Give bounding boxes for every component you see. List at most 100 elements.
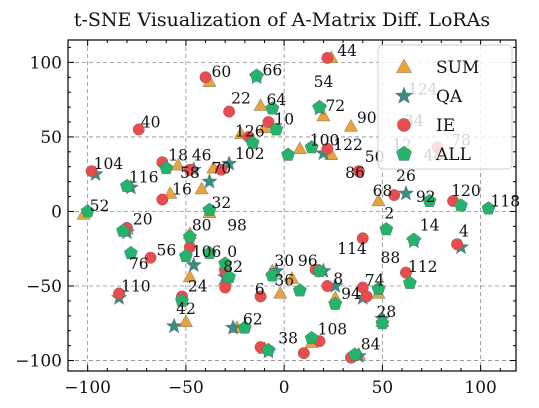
- point-label: 38: [278, 330, 298, 348]
- point-all: [269, 122, 284, 136]
- point-label: 14: [420, 216, 440, 234]
- point-label: 32: [211, 194, 231, 212]
- point-all: [454, 198, 468, 212]
- point-label: 102: [235, 145, 265, 163]
- point-all: [249, 68, 264, 82]
- point-ie: [356, 232, 369, 245]
- point-all: [120, 178, 134, 192]
- point-all: [292, 283, 307, 297]
- point-label: 68: [373, 182, 393, 200]
- point-label: 90: [357, 109, 377, 127]
- point-label: 8: [333, 270, 343, 288]
- point-sum: [292, 141, 307, 154]
- legend-label-qa: QA: [436, 87, 463, 107]
- point-sum: [343, 119, 358, 132]
- point-label: 80: [192, 216, 212, 234]
- point-all: [406, 232, 421, 246]
- point-label: 2: [384, 204, 394, 222]
- point-all: [265, 268, 280, 282]
- point-label: 24: [188, 277, 208, 295]
- point-label: 40: [141, 113, 161, 131]
- point-sum: [273, 286, 288, 299]
- point-ie: [156, 193, 169, 206]
- point-label: 72: [325, 97, 345, 115]
- point-label: 42: [176, 300, 196, 318]
- y-tick-label: −100: [15, 352, 62, 372]
- point-label: 26: [396, 167, 416, 185]
- point-label: 54: [314, 73, 334, 91]
- point-sum: [163, 186, 178, 199]
- y-tick-label: 100: [30, 53, 62, 73]
- point-sum: [316, 108, 331, 122]
- point-all: [422, 193, 437, 207]
- legend-label-ie: IE: [436, 116, 455, 136]
- legend-marker-ie: [397, 118, 411, 132]
- point-label: 18: [168, 146, 188, 164]
- point-all: [123, 245, 138, 260]
- point-sum: [171, 157, 186, 171]
- point-all: [371, 281, 386, 295]
- point-label: 58: [180, 164, 200, 182]
- point-label: 112: [408, 258, 438, 276]
- point-label: 28: [377, 303, 397, 321]
- point-ie: [132, 123, 145, 136]
- point-label: 98: [227, 216, 247, 234]
- point-ie: [321, 142, 334, 155]
- point-ie: [352, 165, 365, 178]
- point-label: 84: [361, 336, 381, 354]
- point-label: 64: [266, 91, 286, 109]
- point-sum: [178, 314, 193, 327]
- plot-frame: [67, 39, 517, 372]
- point-label: 20: [133, 210, 153, 228]
- point-ie: [144, 251, 157, 264]
- point-sum: [253, 98, 268, 111]
- point-label: 6: [255, 280, 265, 298]
- point-labels: 4460665412422647290344010126100122127818…: [90, 42, 520, 354]
- point-label: 118: [490, 192, 520, 210]
- x-tick-label: 50: [372, 378, 394, 398]
- point-sum: [371, 193, 386, 207]
- point-ie: [321, 51, 334, 64]
- point-label: 0: [227, 243, 237, 261]
- point-label: 16: [172, 181, 192, 199]
- point-label: 76: [129, 255, 149, 273]
- point-label: 92: [416, 188, 436, 206]
- point-label: 110: [121, 277, 151, 295]
- legend-marker-sum: [396, 58, 412, 73]
- point-ie: [451, 238, 463, 251]
- legend-box: [377, 44, 513, 170]
- point-ie: [199, 71, 212, 84]
- point-label: 114: [337, 240, 367, 258]
- point-ie: [388, 189, 401, 202]
- point-sum: [285, 271, 299, 284]
- point-label: 52: [90, 197, 110, 215]
- point-label: 46: [192, 146, 212, 164]
- point-label: 88: [380, 249, 400, 267]
- point-qa: [201, 173, 218, 189]
- point-all: [304, 330, 319, 345]
- point-ie: [183, 163, 196, 176]
- x-tick-label: −50: [168, 378, 204, 398]
- point-label: 94: [341, 285, 361, 303]
- point-label: 86: [345, 164, 365, 182]
- point-qa: [165, 317, 183, 334]
- point-all: [202, 245, 217, 260]
- point-all: [175, 293, 189, 307]
- x-tick-label: −100: [64, 378, 111, 398]
- point-all: [159, 160, 174, 175]
- legend: SUM QA IE ALL: [377, 44, 513, 170]
- point-ie: [254, 290, 267, 303]
- point-all: [304, 140, 319, 154]
- point-all: [80, 204, 95, 218]
- chart-title: t-SNE Visualization of A-Matrix Diff. Lo…: [74, 9, 490, 31]
- point-all: [261, 342, 276, 356]
- point-label: 36: [274, 272, 294, 290]
- point-sum: [182, 269, 197, 283]
- point-label: 30: [274, 252, 294, 270]
- legend-marker-qa: [394, 86, 414, 104]
- point-ie: [360, 290, 373, 303]
- point-label: 108: [318, 321, 348, 339]
- point-ie: [400, 266, 412, 279]
- point-ie: [85, 165, 98, 178]
